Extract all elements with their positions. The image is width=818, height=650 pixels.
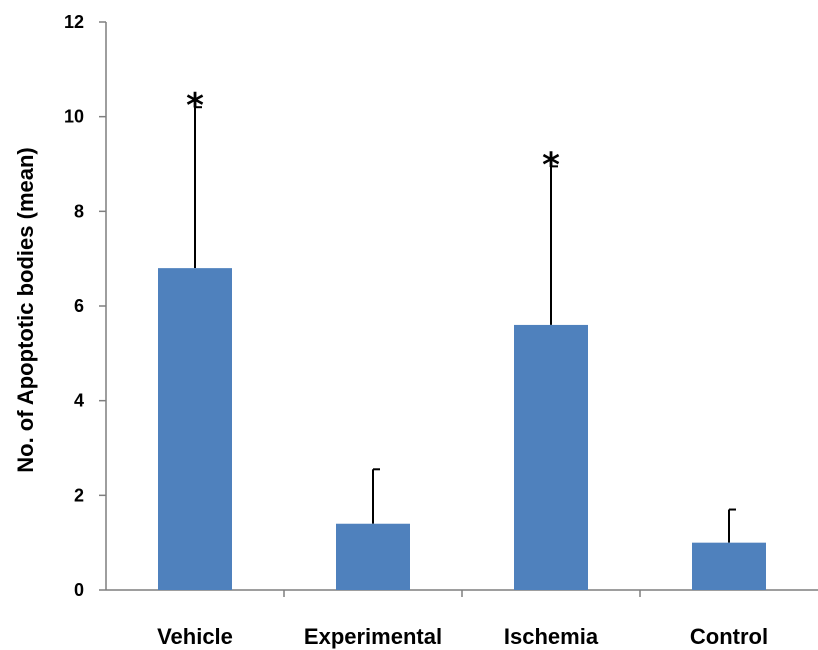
significance-marker: *	[186, 86, 204, 126]
y-tick-label: 0	[74, 580, 84, 600]
y-tick-label: 4	[74, 391, 84, 411]
bar-ischemia	[514, 324, 588, 590]
significance-marker: *	[542, 145, 560, 185]
x-category-label: Control	[690, 624, 768, 649]
bar-control	[692, 542, 766, 590]
x-category-label: Experimental	[304, 624, 442, 649]
x-category-label: Vehicle	[157, 624, 233, 649]
y-tick-label: 8	[74, 201, 84, 221]
y-axis-title: No. of Apoptotic bodies (mean)	[13, 147, 38, 473]
plot-area: 0 2 4 6 8 10 12 * Vehicle Experimental * Ischemia Co…	[64, 12, 818, 649]
y-tick-label: 10	[64, 107, 84, 127]
bar-experimental	[336, 523, 410, 590]
y-tick-label: 12	[64, 12, 84, 32]
y-tick-label: 6	[74, 296, 84, 316]
x-category-label: Ischemia	[504, 624, 599, 649]
y-tick-label: 2	[74, 485, 84, 505]
bar-vehicle	[158, 268, 232, 590]
